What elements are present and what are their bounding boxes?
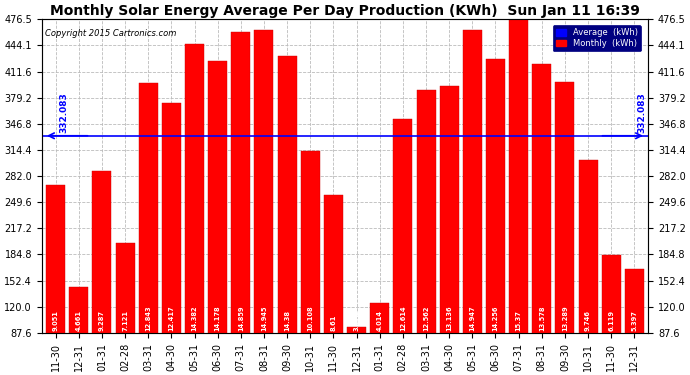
Text: 12.562: 12.562 xyxy=(423,306,429,331)
Bar xyxy=(301,151,319,375)
Text: 12.843: 12.843 xyxy=(145,306,151,331)
Bar xyxy=(463,30,482,375)
Bar xyxy=(185,44,204,375)
Text: 14.382: 14.382 xyxy=(192,306,197,331)
Text: Copyright 2015 Cartronics.com: Copyright 2015 Cartronics.com xyxy=(45,29,176,38)
Bar xyxy=(116,243,135,375)
Bar xyxy=(92,171,112,375)
Bar xyxy=(555,82,574,375)
Text: 9.287: 9.287 xyxy=(99,310,105,331)
Text: 15.37: 15.37 xyxy=(515,310,522,331)
Text: 10.108: 10.108 xyxy=(307,306,313,331)
Text: 4.014: 4.014 xyxy=(377,310,383,331)
Text: 9.746: 9.746 xyxy=(585,310,591,331)
Text: 9.051: 9.051 xyxy=(52,310,59,331)
Text: 14.947: 14.947 xyxy=(469,306,475,331)
Bar xyxy=(208,61,227,375)
Bar xyxy=(231,32,250,375)
Text: 7.121: 7.121 xyxy=(122,310,128,331)
Text: 14.945: 14.945 xyxy=(261,306,267,331)
Text: 14.256: 14.256 xyxy=(493,306,498,331)
Bar xyxy=(347,327,366,375)
Text: 8.61: 8.61 xyxy=(331,315,337,331)
Bar xyxy=(417,90,435,375)
Bar xyxy=(277,56,297,375)
Bar xyxy=(393,119,413,375)
Bar xyxy=(532,64,551,375)
Legend: Average  (kWh), Monthly  (kWh): Average (kWh), Monthly (kWh) xyxy=(553,25,641,51)
Bar xyxy=(486,59,505,375)
Bar xyxy=(46,184,65,375)
Text: 13.289: 13.289 xyxy=(562,306,568,331)
Bar xyxy=(255,30,273,375)
Text: 5.397: 5.397 xyxy=(631,310,638,331)
Bar xyxy=(602,255,621,375)
Text: 14.859: 14.859 xyxy=(238,306,244,331)
Text: 14.38: 14.38 xyxy=(284,310,290,331)
Bar xyxy=(371,303,389,375)
Text: 332.083: 332.083 xyxy=(638,92,647,132)
Title: Monthly Solar Energy Average Per Day Production (KWh)  Sun Jan 11 16:39: Monthly Solar Energy Average Per Day Pro… xyxy=(50,4,640,18)
Bar xyxy=(162,103,181,375)
Text: 13.578: 13.578 xyxy=(539,306,545,331)
Bar xyxy=(625,268,644,375)
Text: 332.083: 332.083 xyxy=(59,92,68,132)
Text: 4.661: 4.661 xyxy=(76,310,82,331)
Bar xyxy=(578,160,598,375)
Bar xyxy=(139,82,158,375)
Text: 12.614: 12.614 xyxy=(400,306,406,331)
Bar xyxy=(509,20,528,375)
Text: 13.136: 13.136 xyxy=(446,306,452,331)
Text: 6.119: 6.119 xyxy=(608,310,614,331)
Bar xyxy=(440,86,459,375)
Bar xyxy=(324,195,343,375)
Bar xyxy=(69,287,88,375)
Text: 3.071: 3.071 xyxy=(353,310,359,331)
Text: 14.178: 14.178 xyxy=(215,306,221,331)
Text: 12.417: 12.417 xyxy=(168,306,175,331)
